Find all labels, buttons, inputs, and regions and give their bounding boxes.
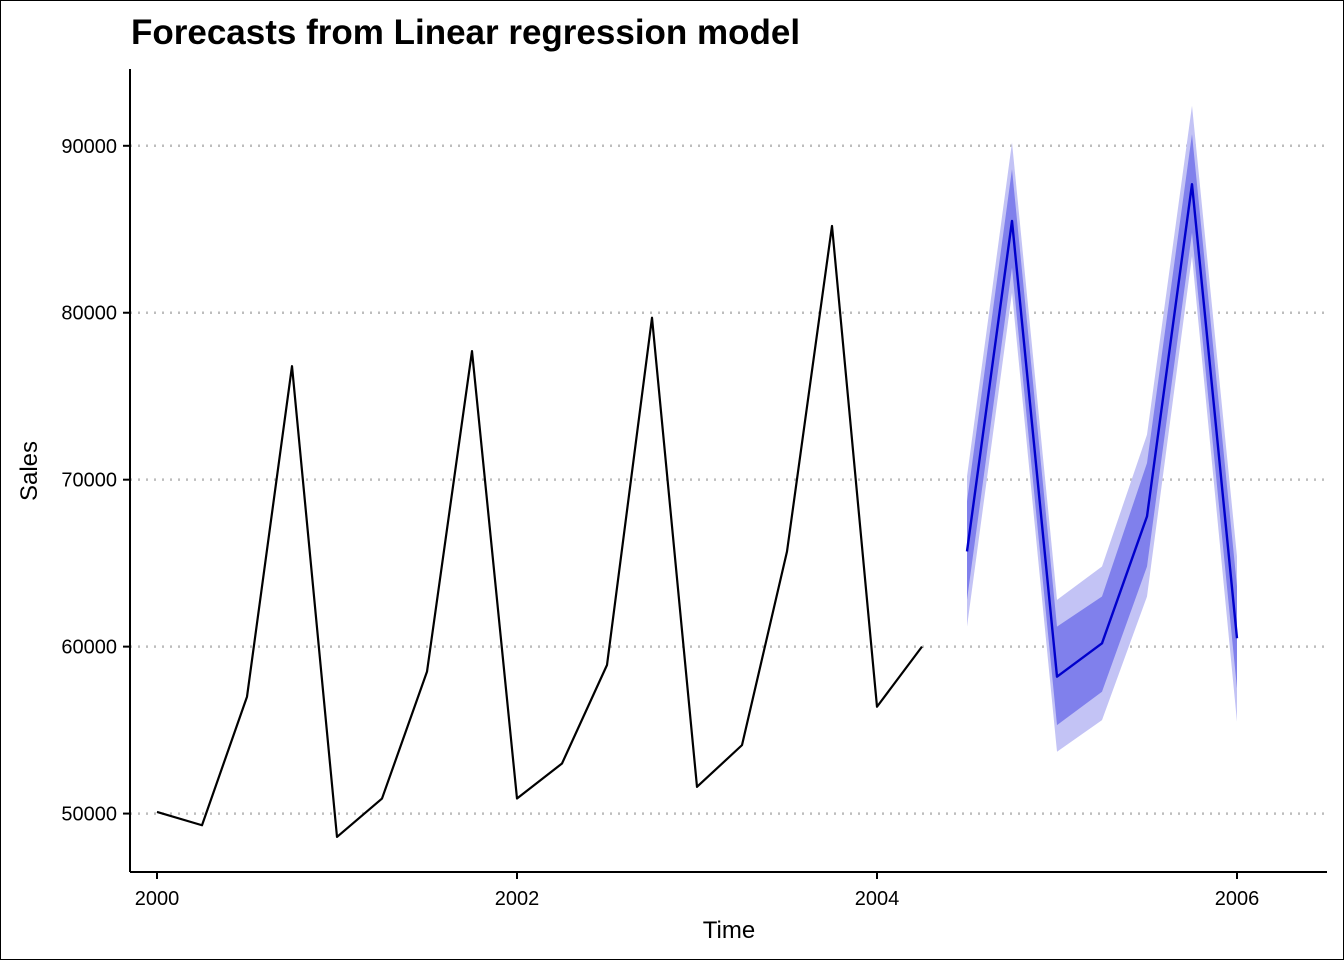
y-tick-label: 90000: [61, 136, 117, 158]
chart-title: Forecasts from Linear regression model: [131, 13, 800, 52]
x-tick-label: 2000: [135, 888, 180, 910]
x-tick-label: 2004: [855, 888, 900, 910]
y-tick-label: 50000: [61, 804, 117, 826]
x-axis-label: Time: [703, 917, 755, 944]
axes: [129, 69, 1327, 873]
y-tick-label: 60000: [61, 637, 117, 659]
tick-labels: 50000 60000 70000 80000 90000 2000 2002 2004 200…: [61, 136, 1259, 910]
y-tick-label: 70000: [61, 470, 117, 492]
y-axis-label: Sales: [16, 441, 43, 501]
series-lines: [156, 182, 1239, 839]
y-tick-label: 80000: [61, 303, 117, 325]
interval-bands: [967, 105, 1237, 752]
forecast-series-line: [965, 182, 1239, 678]
prediction-interval-80: [967, 134, 1237, 726]
x-tick-label: 2006: [1215, 888, 1260, 910]
x-tick-label: 2002: [495, 888, 540, 910]
history-series-line: [156, 224, 923, 839]
